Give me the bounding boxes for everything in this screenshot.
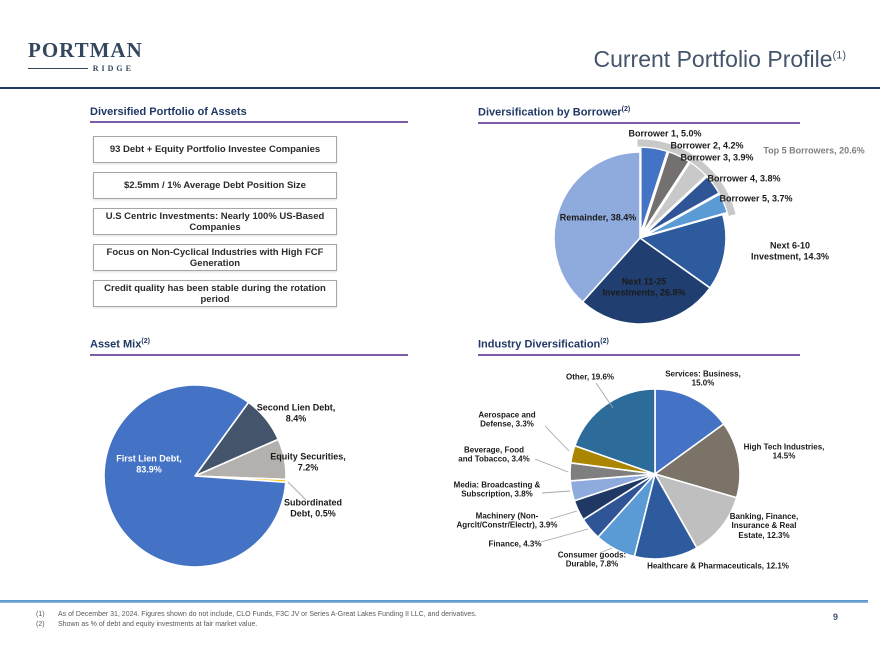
- pie-label-borrower-2: Borrower 2, 4.2%: [670, 140, 744, 151]
- section-heading-borrower: Diversification by Borrower(2): [478, 106, 800, 124]
- pie-label-borrower-3: Borrower 3, 3.9%: [680, 152, 754, 163]
- pie-slice-next-6-10-investment: [639, 213, 727, 289]
- asset-mix-pie-chart: Second Lien Debt, 8.4% Equity Securities,…: [85, 360, 415, 595]
- heading-text: Diversification by Borrower: [478, 106, 622, 119]
- label-leader-line: [534, 458, 569, 473]
- logo-ridge-text: RIDGE: [92, 64, 134, 73]
- heading-footnote-ref: (2): [600, 338, 609, 345]
- section-heading-asset-mix: Asset Mix(2): [90, 338, 408, 356]
- pie-label-healthcare-pharmaceuticals: Healthcare & Pharmaceuticals, 12.1%: [647, 561, 789, 571]
- page-title-text: Current Portfolio Profile: [593, 46, 833, 72]
- pie-slice-borrower-1: [639, 146, 669, 234]
- highlight-box: 93 Debt + Equity Portfolio Investee Comp…: [93, 136, 337, 163]
- footnote-2: (2) Shown as % of debt and equity invest…: [36, 620, 477, 630]
- pie-slice-remainder: [553, 151, 641, 303]
- pie-slice-borrower-4: [643, 175, 720, 236]
- footer-divider: [0, 600, 868, 603]
- pie-label-borrower-4: Borrower 4, 3.8%: [707, 173, 781, 184]
- pie-label-equity-securities: Equity Securities, 7.2%: [270, 451, 346, 472]
- pie-slice-other: [574, 388, 656, 475]
- section-heading-portfolio: Diversified Portfolio of Assets: [90, 106, 408, 123]
- annotation-top-5-borrowers-20-6: Top 5 Borrowers, 20.6%: [763, 145, 865, 156]
- highlight-box: Credit quality has been stable during th…: [93, 280, 337, 307]
- industry-pie-svg: [534, 382, 741, 560]
- pie-label-consumer-goods-durable: Consumer goods: Durable, 7.8%: [557, 550, 627, 569]
- borrower-pie-chart: Borrower 1, 5.0% Borrower 2, 4.2% Borrower…: [460, 124, 870, 360]
- pie-label-machinery-non-agrclt-constr-electr: Machinery (Non-Agrclt/Constr/Electr), 3.…: [456, 511, 558, 530]
- highlight-box: U.S Centric Investments: Nearly 100% US-…: [93, 208, 337, 235]
- label-leader-line: [549, 510, 578, 520]
- label-leader-line: [541, 490, 571, 494]
- pie-label-banking-finance-insurance-real-estate: Banking, Finance, Insurance & Real Estat…: [729, 511, 799, 540]
- pie-label-other: Other, 19.6%: [565, 372, 615, 382]
- footnote-text: Shown as % of debt and equity investment…: [58, 621, 258, 628]
- pie-slice-services-business: [654, 388, 725, 475]
- pie-label-first-lien-debt: First Lien Debt, 83.9%: [116, 453, 182, 474]
- pie-label-finance: Finance, 4.3%: [488, 539, 542, 549]
- pie-slice-next-11-25-investments: [581, 237, 711, 325]
- top5-highlight-arc: [637, 139, 736, 216]
- label-leader-line: [595, 382, 614, 409]
- pie-slice-banking-finance-insurance-real-estate: [654, 473, 738, 549]
- page-title-footnote-ref: (1): [832, 49, 846, 62]
- pie-slice-borrower-2: [641, 150, 690, 235]
- pie-label-beverage-food-and-tobacco: Beverage, Food and Tobacco, 3.4%: [458, 445, 530, 464]
- heading-footnote-ref: (2): [141, 338, 150, 345]
- industry-pie-chart: Services: Business, 15.0% High Tech Indus…: [450, 362, 880, 608]
- pie-slice-borrower-5: [643, 193, 729, 237]
- heading-text: Diversified Portfolio of Assets: [90, 106, 247, 118]
- logo-wordmark: PORTMAN: [28, 38, 143, 62]
- pie-label-next-6-10-investment: Next 6-10 Investment, 14.3%: [750, 240, 830, 261]
- label-leader-line: [287, 481, 307, 501]
- pie-label-second-lien-debt: Second Lien Debt, 8.4%: [256, 402, 336, 423]
- portman-ridge-logo: PORTMAN RIDGE: [28, 38, 143, 73]
- footnote-text: As of December 31, 2024. Figures shown d…: [58, 611, 477, 618]
- heading-text: Asset Mix: [90, 338, 142, 351]
- label-leader-line: [544, 425, 570, 452]
- pie-slice-first-lien-debt: [103, 384, 287, 568]
- borrower-pie-svg: [553, 139, 736, 325]
- heading-text: Industry Diversification: [478, 338, 601, 351]
- page-title: Current Portfolio Profile(1): [594, 46, 847, 73]
- pie-label-next-11-25-investments: Next 11-25 Investments, 26.8%: [602, 276, 686, 297]
- portfolio-highlights: 93 Debt + Equity Portfolio Investee Comp…: [93, 136, 337, 316]
- page-number: 9: [832, 612, 838, 622]
- pie-label-high-tech-industries: High Tech Industries, 14.5%: [743, 442, 825, 461]
- pie-label-borrower-1: Borrower 1, 5.0%: [628, 128, 702, 139]
- pie-label-subordinated-debt: Subordinated Debt, 0.5%: [284, 497, 342, 518]
- heading-footnote-ref: (2): [621, 106, 631, 113]
- pie-label-media-broadcasting-subscription: Media: Broadcasting & Subscription, 3.8%: [453, 480, 541, 499]
- footnotes: (1) As of December 31, 2024. Figures sho…: [36, 610, 477, 630]
- pie-slice-borrower-3: [642, 161, 708, 235]
- label-leader-line: [599, 547, 613, 554]
- asset_mix-pie-svg: [103, 384, 307, 568]
- pie-label-services-business: Services: Business, 15.0%: [665, 369, 741, 388]
- highlight-box: $2.5mm / 1% Average Debt Position Size: [93, 172, 337, 199]
- pie-label-remainder: Remainder, 38.4%: [559, 212, 637, 223]
- label-leader-line: [540, 528, 589, 543]
- highlight-box: Focus on Non-Cyclical Industries with Hi…: [93, 244, 337, 271]
- logo-rule: [28, 68, 88, 69]
- pie-label-borrower-5: Borrower 5, 3.7%: [719, 193, 793, 204]
- footnote-marker: (2): [36, 621, 45, 628]
- header-divider: [0, 87, 880, 89]
- logo-subline: RIDGE: [28, 64, 134, 73]
- footnote-marker: (1): [36, 611, 45, 618]
- section-heading-industry: Industry Diversification(2): [478, 338, 800, 356]
- footnote-1: (1) As of December 31, 2024. Figures sho…: [36, 610, 477, 620]
- pie-slice-high-tech-industries: [654, 423, 741, 499]
- pie-label-aerospace-and-defense: Aerospace and Defense, 3.3%: [478, 410, 536, 429]
